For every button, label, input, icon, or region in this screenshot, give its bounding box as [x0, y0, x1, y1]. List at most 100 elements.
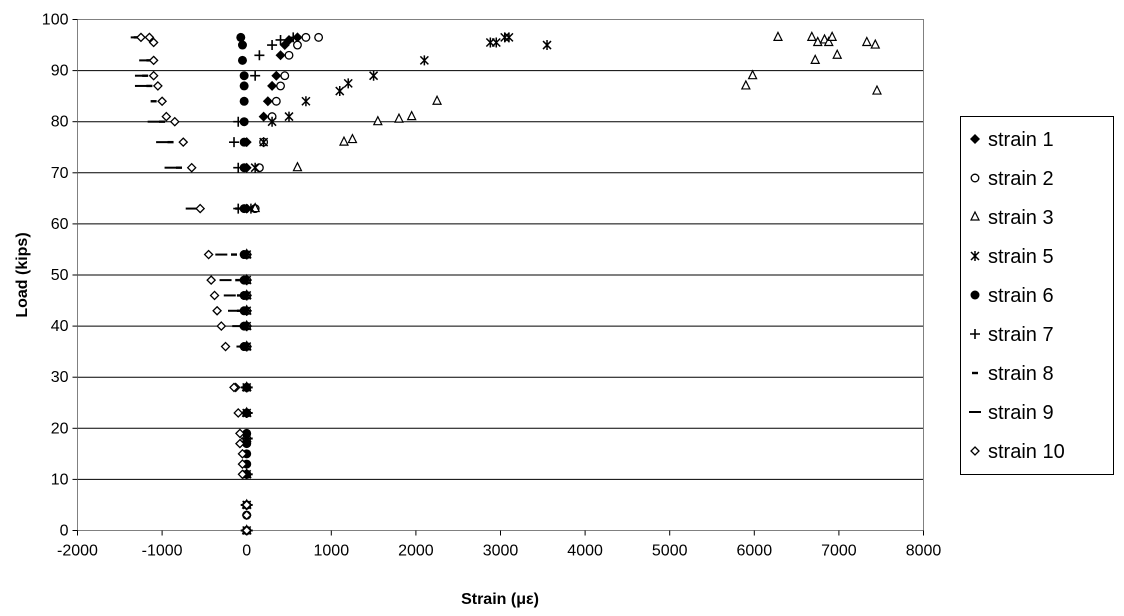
- data-point: [419, 55, 429, 66]
- data-point: [871, 84, 882, 95]
- data-point: [276, 81, 285, 91]
- x-tick-label: 5000: [652, 543, 688, 560]
- data-point: [406, 110, 417, 121]
- data-point: [773, 31, 783, 41]
- data-point: [237, 448, 248, 459]
- data-point: [239, 81, 249, 91]
- data-point: [157, 96, 168, 107]
- data-point: [335, 86, 345, 97]
- data-point: [203, 249, 214, 260]
- legend-item: strain 1: [970, 129, 1054, 151]
- data-point: [293, 40, 302, 50]
- legend-marker: [970, 173, 980, 183]
- data-point: [339, 135, 349, 146]
- x-tick-label: 8000: [906, 543, 942, 560]
- x-tick-label: 3000: [483, 543, 519, 560]
- data-point: [233, 408, 244, 418]
- x-tick-label: 4000: [567, 543, 603, 560]
- data-point: [343, 78, 353, 89]
- legend-label: strain 7: [988, 324, 1054, 346]
- data-point: [144, 32, 155, 43]
- data-point: [369, 70, 379, 81]
- data-point: [239, 137, 249, 147]
- y-tick-label: 50: [51, 267, 69, 284]
- legend-item: strain 10: [970, 441, 1065, 463]
- data-point: [241, 305, 252, 316]
- data-point: [241, 275, 252, 286]
- data-point: [284, 50, 294, 60]
- data-point: [152, 81, 163, 91]
- data-point: [148, 37, 159, 48]
- data-point: [827, 31, 838, 41]
- legend-label: strain 5: [988, 246, 1054, 268]
- y-tick-label: 80: [51, 114, 69, 131]
- legend-box: [960, 116, 1114, 475]
- data-point: [301, 96, 311, 107]
- data-point: [292, 161, 303, 172]
- data-point: [542, 40, 552, 51]
- legend-item: strain 7: [970, 324, 1054, 346]
- y-tick-label: 100: [42, 12, 69, 29]
- data-point: [258, 111, 269, 122]
- data-point: [250, 202, 261, 213]
- data-point: [267, 116, 277, 127]
- data-point: [259, 137, 269, 148]
- legend-label: strain 9: [988, 402, 1054, 424]
- data-point: [314, 32, 324, 42]
- data-point: [806, 31, 817, 41]
- y-tick-label: 10: [51, 471, 69, 488]
- data-point: [239, 71, 249, 81]
- legend-item: strain 8: [972, 363, 1054, 385]
- data-point: [810, 54, 821, 64]
- data-point: [186, 162, 197, 173]
- data-point: [254, 50, 265, 61]
- data-point: [280, 71, 290, 81]
- series-strain-8: [133, 36, 250, 532]
- data-point: [148, 70, 159, 81]
- data-point: [148, 55, 159, 66]
- data-point: [229, 382, 239, 393]
- x-tick-label: 1000: [314, 543, 350, 560]
- data-point: [301, 32, 311, 42]
- data-point: [288, 32, 299, 43]
- data-point: [275, 34, 286, 45]
- data-point: [271, 96, 281, 106]
- data-point: [220, 341, 231, 352]
- data-point: [275, 50, 286, 61]
- x-tick-label: -1000: [142, 543, 183, 560]
- data-point: [491, 37, 501, 48]
- data-point: [233, 162, 244, 173]
- data-point: [239, 204, 249, 214]
- data-point: [239, 163, 249, 173]
- legend-marker: [970, 251, 980, 261]
- data-point: [216, 321, 227, 332]
- legend-item: strain 5: [970, 246, 1054, 268]
- series-strain-2: [242, 32, 324, 535]
- data-point: [235, 438, 245, 449]
- data-point: [239, 96, 249, 106]
- y-axis-ticks: 0 10 20 30 40 50 60 70 80 90 100: [42, 12, 78, 540]
- data-point: [241, 249, 252, 260]
- legend-label: strain 2: [988, 168, 1054, 190]
- y-tick-label: 30: [51, 369, 69, 386]
- data-point: [504, 32, 514, 43]
- y-tick-label: 70: [51, 165, 69, 182]
- data-point: [262, 96, 273, 107]
- legend-item: strain 3: [970, 207, 1054, 229]
- data-point: [178, 137, 189, 148]
- data-point: [823, 36, 834, 47]
- data-point: [239, 117, 249, 127]
- series-strain-6: [236, 32, 252, 535]
- legend-label: strain 6: [988, 285, 1054, 307]
- data-point: [237, 459, 248, 469]
- data-point: [347, 133, 358, 144]
- x-tick-label: 0: [242, 543, 251, 560]
- legend-item: strain 9: [969, 402, 1054, 424]
- data-point: [242, 428, 252, 438]
- data-point: [235, 428, 245, 439]
- series-strain-7: [229, 32, 299, 536]
- data-point: [206, 275, 217, 286]
- data-point: [237, 55, 247, 65]
- legend-label: strain 3: [988, 207, 1054, 229]
- x-tick-label: 2000: [398, 543, 434, 560]
